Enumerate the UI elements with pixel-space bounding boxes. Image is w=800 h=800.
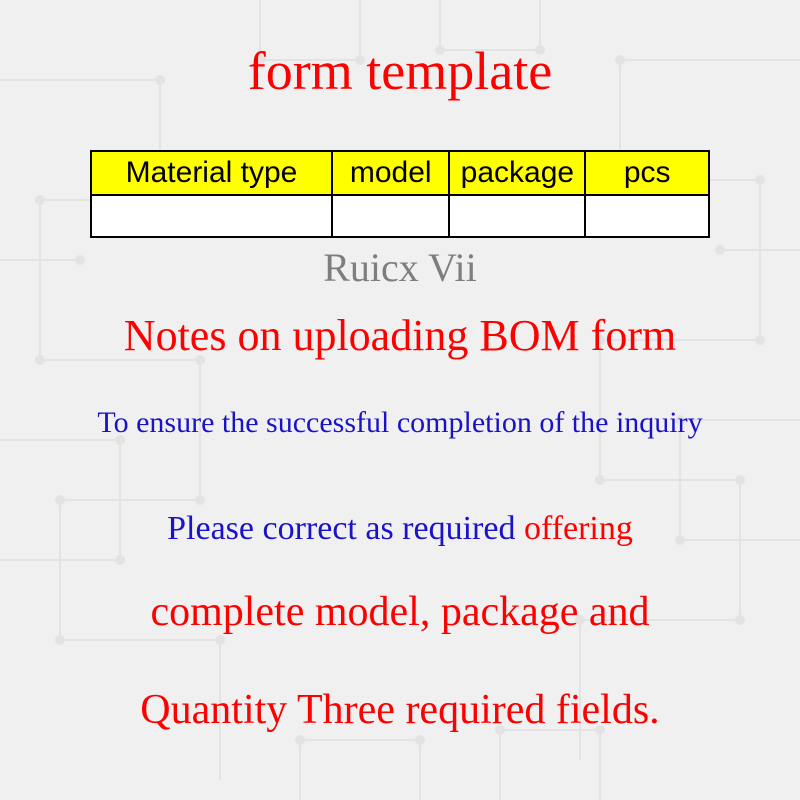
col-header-material: Material type	[91, 151, 332, 195]
page-root: form template Material type model packag…	[0, 0, 800, 800]
col-header-pcs: pcs	[585, 151, 709, 195]
template-table: Material type model package pcs	[90, 150, 710, 238]
cell-material	[91, 195, 332, 237]
table-header-row: Material type model package pcs	[91, 151, 709, 195]
page-title: form template	[0, 40, 800, 102]
notes-heading: Notes on uploading BOM form	[0, 310, 800, 361]
cell-package	[449, 195, 585, 237]
content-layer: form template Material type model packag…	[0, 0, 800, 800]
line-quantity: Quantity Three required fields.	[0, 686, 800, 734]
template-table-wrap: Material type model package pcs	[90, 150, 710, 238]
watermark-text: Ruicx Vii	[0, 244, 800, 291]
cell-pcs	[585, 195, 709, 237]
col-header-model: model	[332, 151, 449, 195]
line-please: Please correct as required offering	[0, 510, 800, 548]
col-header-package: package	[449, 151, 585, 195]
line-complete: complete model, package and	[0, 588, 800, 636]
line-ensure: To ensure the successful completion of t…	[0, 406, 800, 440]
line-please-blue: Please correct as required	[167, 510, 524, 547]
table-row	[91, 195, 709, 237]
cell-model	[332, 195, 449, 237]
line-please-red: offering	[524, 510, 633, 547]
